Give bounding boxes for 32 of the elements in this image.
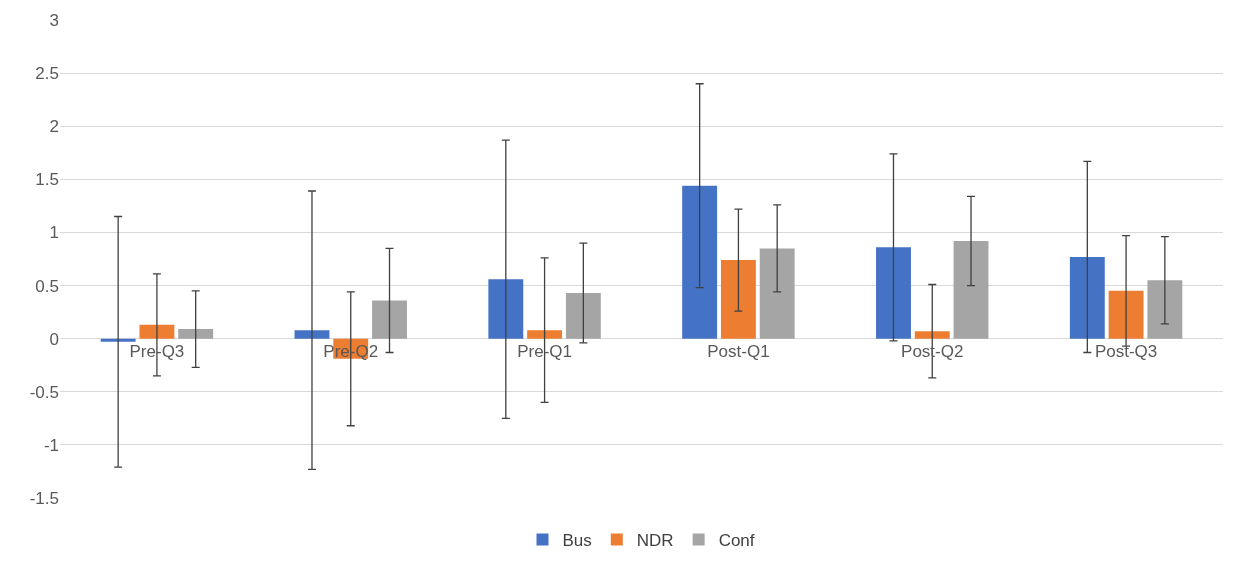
y-tick-label: 3 xyxy=(49,10,59,30)
y-tick-label: 0 xyxy=(49,329,59,349)
y-tick-label: 1.5 xyxy=(35,170,59,190)
y-tick-label: -1 xyxy=(43,435,59,455)
bar xyxy=(178,329,214,339)
y-tick-label: 0.5 xyxy=(35,276,59,296)
y-tick-label: -0.5 xyxy=(29,382,59,402)
bar xyxy=(139,324,175,339)
y-tick-label: 1 xyxy=(49,223,59,243)
bar xyxy=(372,300,407,339)
bar xyxy=(720,260,756,339)
bar xyxy=(294,330,330,339)
bar xyxy=(1108,290,1144,339)
bar xyxy=(527,330,563,339)
bar xyxy=(876,247,911,339)
y-tick-label: 2.5 xyxy=(35,64,59,84)
legend-label: NDR xyxy=(636,531,674,551)
legend-label: Conf xyxy=(718,531,755,551)
y-tick-label: 2 xyxy=(49,117,59,137)
bar xyxy=(759,248,795,339)
bar xyxy=(565,292,601,339)
x-tick-label: Post-Q3 xyxy=(1094,341,1158,361)
x-tick-label: Post-Q1 xyxy=(707,341,770,361)
bar xyxy=(1069,256,1105,339)
bar xyxy=(488,279,524,339)
bar xyxy=(1147,280,1183,339)
bar xyxy=(682,185,718,339)
bar xyxy=(953,240,989,339)
legend-label: Bus xyxy=(562,531,592,551)
y-tick-label: -1.5 xyxy=(29,488,59,508)
bar xyxy=(100,338,136,342)
bar xyxy=(914,331,950,339)
